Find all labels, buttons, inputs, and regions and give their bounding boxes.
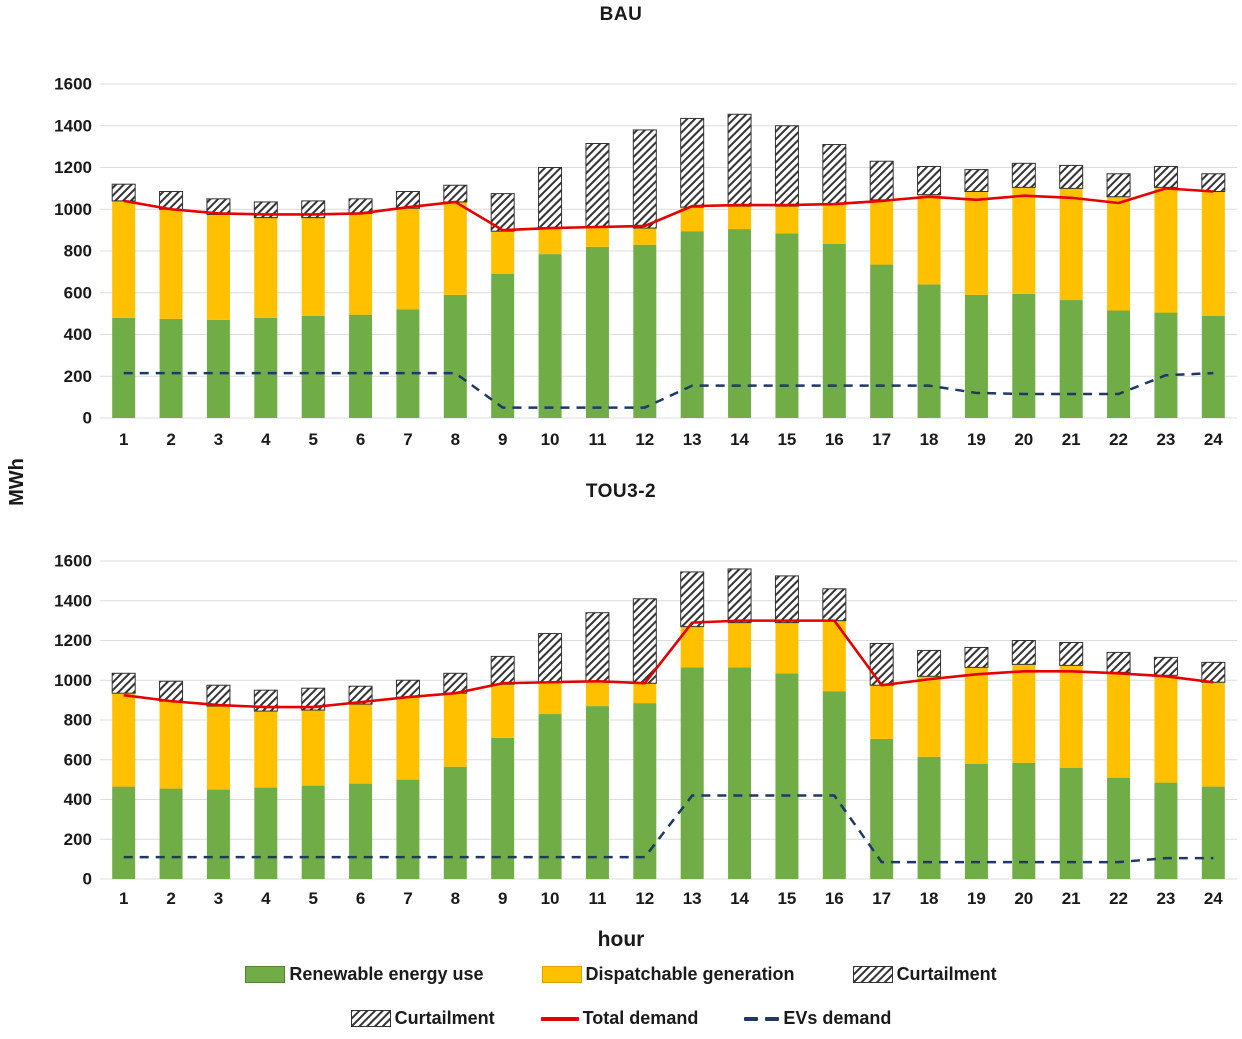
svg-text:400: 400 xyxy=(64,325,92,344)
svg-text:10: 10 xyxy=(541,889,560,908)
svg-text:13: 13 xyxy=(683,889,702,908)
svg-text:21: 21 xyxy=(1062,430,1081,449)
svg-text:0: 0 xyxy=(83,870,92,889)
renewable-swatch-icon xyxy=(245,966,286,983)
svg-text:24: 24 xyxy=(1204,889,1223,908)
legend-row-1: Renewable energy use Dispatchable genera… xyxy=(0,964,1242,985)
svg-text:12: 12 xyxy=(635,889,654,908)
svg-text:3: 3 xyxy=(214,430,223,449)
svg-text:6: 6 xyxy=(356,430,365,449)
legend-item-total-demand: Total demand xyxy=(540,1008,699,1029)
svg-text:16: 16 xyxy=(825,430,844,449)
svg-text:7: 7 xyxy=(403,430,412,449)
svg-text:1200: 1200 xyxy=(54,631,92,650)
svg-text:14: 14 xyxy=(730,430,749,449)
x-axis-label: hour xyxy=(597,928,645,951)
svg-text:19: 19 xyxy=(967,889,986,908)
legend-label-dispatchable: Dispatchable generation xyxy=(585,964,795,984)
svg-text:200: 200 xyxy=(64,830,92,849)
svg-text:23: 23 xyxy=(1156,889,1175,908)
svg-text:2: 2 xyxy=(166,889,175,908)
legend-item-evs-demand: EVs demand xyxy=(744,1008,891,1029)
svg-text:20: 20 xyxy=(1014,889,1033,908)
legend-label-renewable: Renewable energy use xyxy=(289,964,484,984)
svg-text:800: 800 xyxy=(64,242,92,261)
svg-text:11: 11 xyxy=(588,889,606,908)
svg-text:9: 9 xyxy=(498,430,507,449)
svg-text:3: 3 xyxy=(214,889,223,908)
tou3-2-chart-title: TOU3-2 xyxy=(585,481,657,502)
svg-text:9: 9 xyxy=(498,889,507,908)
legend-item-curtailment-2: Curtailment xyxy=(350,1008,495,1029)
legend-item-curtailment-1: Curtailment xyxy=(852,964,997,985)
svg-text:1000: 1000 xyxy=(54,671,92,690)
svg-text:22: 22 xyxy=(1109,430,1128,449)
svg-text:5: 5 xyxy=(308,889,317,908)
svg-text:1400: 1400 xyxy=(54,591,92,610)
svg-text:800: 800 xyxy=(64,711,92,730)
svg-text:12: 12 xyxy=(635,430,654,449)
legend-row-2: Curtailment Total demand EVs demand xyxy=(0,1008,1242,1029)
curtailment-hatch-swatch-icon xyxy=(852,966,893,983)
svg-text:11: 11 xyxy=(588,430,606,449)
svg-text:21: 21 xyxy=(1062,889,1081,908)
svg-text:15: 15 xyxy=(777,430,796,449)
svg-text:16: 16 xyxy=(825,889,844,908)
legend-label-curtailment-2: Curtailment xyxy=(394,1008,495,1028)
legend-item-renewable: Renewable energy use xyxy=(245,964,484,985)
svg-text:600: 600 xyxy=(64,283,92,302)
svg-text:1400: 1400 xyxy=(54,116,92,135)
svg-text:1: 1 xyxy=(119,430,128,449)
svg-text:4: 4 xyxy=(261,430,271,449)
svg-text:600: 600 xyxy=(64,750,92,769)
evs-demand-dash-swatch-icon xyxy=(744,1016,780,1021)
svg-text:8: 8 xyxy=(451,889,460,908)
svg-text:1: 1 xyxy=(119,889,128,908)
svg-text:14: 14 xyxy=(730,889,749,908)
svg-text:18: 18 xyxy=(920,430,939,449)
svg-text:17: 17 xyxy=(872,430,891,449)
svg-text:7: 7 xyxy=(403,889,412,908)
svg-text:1000: 1000 xyxy=(54,200,92,219)
svg-text:6: 6 xyxy=(356,889,365,908)
svg-text:19: 19 xyxy=(967,430,986,449)
svg-text:4: 4 xyxy=(261,889,271,908)
svg-text:8: 8 xyxy=(451,430,460,449)
svg-text:5: 5 xyxy=(308,430,317,449)
svg-text:20: 20 xyxy=(1014,430,1033,449)
legend-label-evs-demand: EVs demand xyxy=(783,1008,892,1028)
svg-text:22: 22 xyxy=(1109,889,1128,908)
svg-text:1600: 1600 xyxy=(54,75,92,94)
svg-text:17: 17 xyxy=(872,889,891,908)
svg-text:1200: 1200 xyxy=(54,158,92,177)
legend-item-dispatchable: Dispatchable generation xyxy=(541,964,795,985)
svg-text:2: 2 xyxy=(166,430,175,449)
bau-chart-title: BAU xyxy=(599,4,643,25)
dispatchable-swatch-icon xyxy=(541,966,582,983)
curtailment-hatch-swatch-icon xyxy=(350,1010,391,1027)
legend-label-curtailment-1: Curtailment xyxy=(896,964,997,984)
svg-text:23: 23 xyxy=(1156,430,1175,449)
svg-text:200: 200 xyxy=(64,367,92,386)
svg-text:18: 18 xyxy=(920,889,939,908)
svg-text:400: 400 xyxy=(64,790,92,809)
legend-label-total-demand: Total demand xyxy=(582,1008,699,1028)
svg-text:1600: 1600 xyxy=(54,552,92,571)
svg-text:13: 13 xyxy=(683,430,702,449)
y-axis-label: MWh xyxy=(6,458,28,506)
svg-text:10: 10 xyxy=(541,430,560,449)
svg-text:24: 24 xyxy=(1204,430,1223,449)
svg-text:0: 0 xyxy=(83,409,92,428)
total-demand-line-swatch-icon xyxy=(540,1016,579,1021)
svg-text:15: 15 xyxy=(777,889,796,908)
